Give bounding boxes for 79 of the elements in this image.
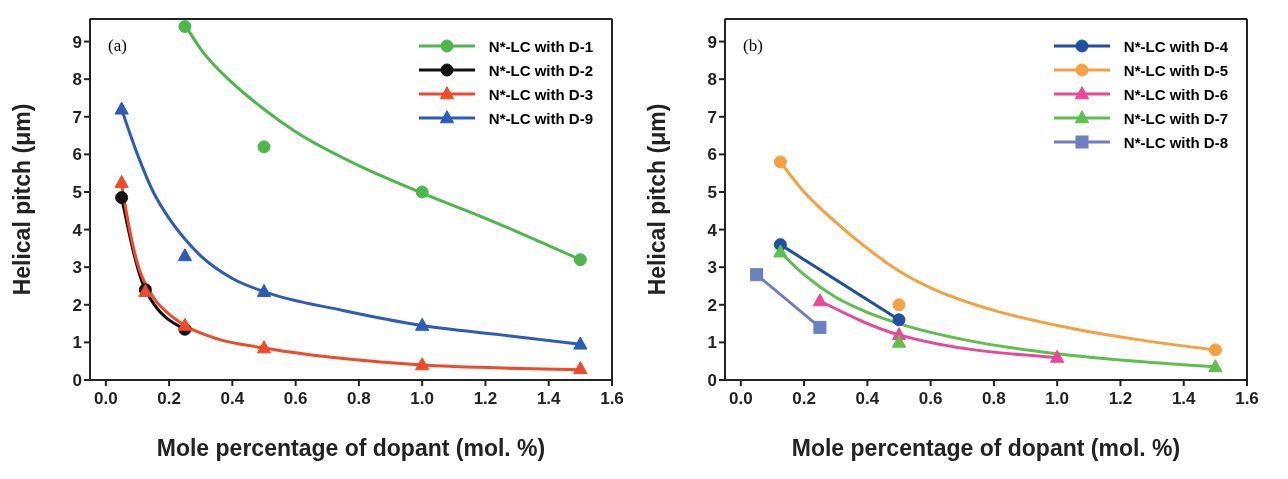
point (114, 174, 129, 188)
x-tick-label: 1.0 (410, 389, 434, 409)
legend-label: N*-LC with D-7 (1123, 109, 1228, 127)
x-tick-label: 0.4 (855, 389, 880, 409)
legend-label: N*-LC with D-8 (1123, 133, 1228, 151)
point (773, 155, 787, 169)
y-tick-label: 3 (707, 258, 717, 278)
x-tick-label: 0.0 (729, 389, 753, 409)
y-tick-label: 0 (707, 371, 717, 391)
y-tick-label: 0 (72, 371, 82, 391)
point (256, 340, 272, 354)
y-tick-label: 4 (707, 220, 718, 240)
y-tick-label: 2 (72, 295, 82, 315)
legend-label: N*-LC with D-4 (1123, 37, 1228, 55)
y-tick-label: 4 (72, 220, 83, 240)
x-tick-label: 0.2 (792, 389, 816, 409)
legend-label: N*-LC with D-6 (1123, 85, 1228, 103)
y-tick-label: 5 (707, 183, 717, 203)
point (813, 320, 827, 334)
point (257, 140, 271, 154)
x-tick-label: 0.8 (347, 389, 371, 409)
point (178, 20, 192, 34)
y-tick-label: 3 (72, 258, 82, 278)
legend-label: N*-LC with D-2 (488, 61, 593, 79)
y-tick-label: 6 (707, 145, 717, 165)
point (812, 293, 828, 307)
point (573, 361, 588, 375)
legend-label: N*-LC with D-3 (488, 85, 593, 103)
y-axis-title: Helical pitch (μm) (644, 103, 671, 296)
y-tick-label: 9 (72, 32, 82, 52)
x-tick-label: 0.4 (220, 389, 245, 409)
y-tick-label: 7 (72, 107, 82, 127)
x-tick-label: 0.6 (283, 389, 308, 409)
x-tick-label: 1.6 (1235, 389, 1259, 409)
y-tick-label: 6 (72, 145, 82, 165)
point (891, 334, 907, 348)
x-tick-label: 1.6 (600, 389, 624, 409)
x-tick-label: 1.2 (473, 389, 498, 409)
point (177, 317, 193, 331)
point (415, 317, 430, 331)
x-tick-label: 1.4 (1171, 389, 1197, 409)
y-tick-label: 9 (707, 32, 717, 52)
x-axis-title: Mole percentage of dopant (mol. %) (156, 435, 546, 461)
legend-label: N*-LC with D-1 (488, 37, 593, 55)
point (1208, 359, 1223, 373)
point (773, 244, 788, 258)
x-tick-label: 1.4 (536, 389, 562, 409)
y-tick-label: 8 (72, 70, 82, 90)
legend-label: N*-LC with D-9 (488, 109, 593, 127)
x-tick-label: 0.8 (982, 389, 1006, 409)
y-tick-label: 2 (707, 295, 717, 315)
point (1208, 343, 1222, 357)
point (750, 268, 764, 282)
y-tick-label: 1 (707, 333, 717, 353)
legend-label: N*-LC with D-5 (1123, 61, 1228, 79)
y-tick-label: 7 (707, 107, 717, 127)
point (415, 357, 430, 371)
annotation: (b) (743, 36, 763, 56)
y-tick-label: 5 (72, 183, 82, 203)
x-tick-label: 1.0 (1045, 389, 1069, 409)
point (256, 283, 272, 297)
x-tick-label: 0.2 (157, 389, 181, 409)
y-tick-label: 1 (72, 333, 82, 353)
point (115, 191, 129, 205)
x-tick-label: 1.2 (1108, 389, 1133, 409)
x-axis-title: Mole percentage of dopant (mol. %) (791, 435, 1181, 461)
y-tick-label: 8 (707, 70, 717, 90)
point (573, 253, 587, 267)
x-tick-label: 0.0 (94, 389, 118, 409)
point (573, 336, 588, 350)
point (892, 298, 906, 312)
annotation: (a) (108, 36, 127, 56)
point (892, 313, 906, 327)
point (1050, 349, 1065, 363)
y-axis-title: Helical pitch (μm) (9, 103, 36, 296)
point (114, 101, 129, 115)
x-tick-label: 0.6 (918, 389, 943, 409)
point (415, 185, 429, 199)
point (177, 248, 193, 262)
